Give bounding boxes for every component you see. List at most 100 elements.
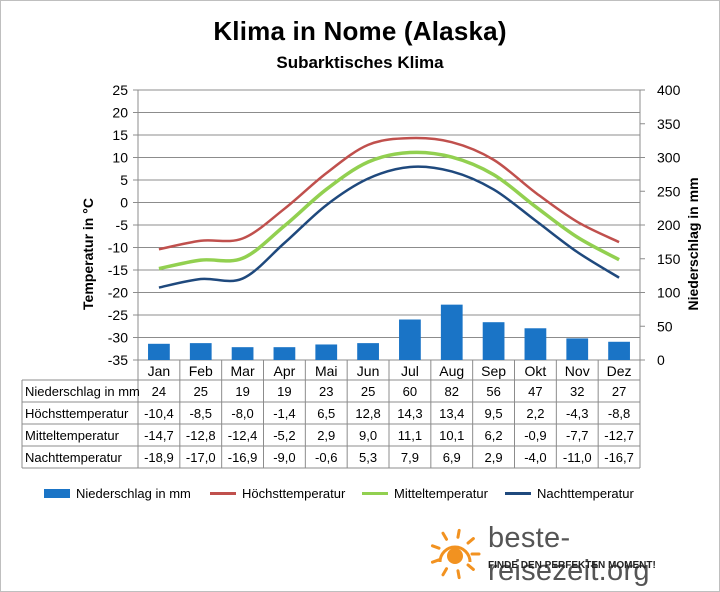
- night-temp-row-cell: 7,9: [401, 450, 419, 465]
- precipitation-row-cell: 32: [570, 384, 584, 399]
- mean-temp-row-label: Mitteltemperatur: [25, 428, 120, 443]
- max-temp-row-cell: 14,3: [397, 406, 422, 421]
- precipitation-bar-okt: [524, 328, 547, 360]
- left-tick-label: 5: [120, 172, 128, 188]
- left-tick-label: 15: [112, 127, 128, 143]
- max-temp-row-cell: 13,4: [439, 406, 464, 421]
- month-label-jan: Jan: [148, 363, 171, 379]
- night-temp-row-cell: 5,3: [359, 450, 377, 465]
- precipitation-row-cell: 19: [235, 384, 249, 399]
- right-tick-label: 100: [657, 285, 681, 301]
- night-temp-row-cell: 6,9: [443, 450, 461, 465]
- mean-temp-row-cell: -12,7: [604, 428, 634, 443]
- precipitation-bar-feb: [189, 343, 212, 360]
- mean-temp-row-cell: -7,7: [566, 428, 588, 443]
- sun-ray: [430, 544, 441, 550]
- precipitation-bar-mar: [231, 347, 254, 360]
- mean-temp-row-cell: 10,1: [439, 428, 464, 443]
- left-tick-label: -25: [108, 307, 128, 323]
- right-tick-label: 200: [657, 217, 681, 233]
- precipitation-bars: [148, 304, 630, 360]
- precipitation-row-label: Niederschlag in mm: [25, 384, 140, 399]
- right-tick-label: 350: [657, 116, 681, 132]
- sun-ray: [456, 569, 461, 580]
- sun-icon: [430, 528, 481, 580]
- brand-logo[interactable]: beste-reisezeit.org FINDE DEN PERFEKTEN …: [428, 520, 718, 587]
- left-tick-label: 0: [120, 195, 128, 211]
- mean-temp-row-cell: -0,9: [524, 428, 546, 443]
- left-tick-label: -35: [108, 352, 128, 368]
- legend-label: Höchsttemperatur: [242, 486, 346, 501]
- max-temp-row-cell: -8,8: [608, 406, 630, 421]
- chart-subtitle: Subarktisches Klima: [276, 53, 444, 72]
- precipitation-row-cell: 82: [445, 384, 459, 399]
- legend-item: Höchsttemperatur: [210, 486, 345, 501]
- month-label-nov: Nov: [565, 363, 590, 379]
- month-label-jun: Jun: [357, 363, 380, 379]
- legend-swatch: [362, 492, 388, 495]
- precipitation-bar-jan: [148, 343, 170, 360]
- data-table: Niederschlag in mm 24 25 19 19 23 25 60 82 56 47 32…: [21, 379, 641, 469]
- right-tick-label: 150: [657, 251, 681, 267]
- max-temp-row-cell: 2,2: [526, 406, 544, 421]
- max-temp-row-cell: -4,3: [566, 406, 588, 421]
- precipitation-row-cell: 24: [152, 384, 166, 399]
- night-temperature-line: [158, 165, 620, 289]
- month-axis: Jan Feb Mar Apr Mai Jun Jul Aug Sep Okt Nov Dez: [137, 360, 641, 380]
- precipitation-row-cell: 47: [528, 384, 542, 399]
- left-tick-label: -5: [116, 217, 129, 233]
- sun-arc: [438, 545, 472, 563]
- legend: Niederschlag in mm Höchsttemperatur Mittel…: [0, 486, 720, 506]
- left-axis-title: Temperatur in °C: [80, 198, 96, 310]
- sun-ray: [466, 563, 475, 571]
- month-label-mai: Mai: [315, 363, 338, 379]
- precipitation-row-cell: 56: [486, 384, 500, 399]
- night-temp-row-cell: -18,9: [144, 450, 174, 465]
- right-axis: 400 350 300 250 200 150 100 50 0: [640, 82, 681, 368]
- precipitation-bar-jul: [399, 319, 421, 360]
- precipitation-bar-apr: [273, 347, 296, 360]
- precipitation-bar-jun: [357, 343, 379, 360]
- precipitation-bar-nov: [566, 338, 589, 360]
- month-label-jul: Jul: [401, 363, 419, 379]
- mean-temp-row-cell: 6,2: [485, 428, 503, 443]
- left-tick-label: -30: [108, 330, 128, 346]
- mean-temp-row-cell: 11,1: [398, 428, 422, 443]
- precipitation-row-cell: 19: [277, 384, 291, 399]
- legend-label: Nachttemperatur: [537, 486, 634, 501]
- precipitation-row-cell: 60: [403, 384, 417, 399]
- left-tick-label: -10: [108, 240, 128, 256]
- right-tick-label: 250: [657, 183, 681, 199]
- precipitation-bar-dez: [608, 341, 630, 360]
- left-tick-label: 25: [112, 82, 128, 98]
- night-temp-row-cell: -17,0: [186, 450, 216, 465]
- left-tick-label: 10: [112, 150, 128, 166]
- brand-slogan: FINDE DEN PERFEKTEN MOMENT!: [488, 560, 656, 571]
- mean-temp-row-cell: -5,2: [273, 428, 295, 443]
- sun-ray: [441, 567, 448, 577]
- left-tick-label: -15: [108, 262, 128, 278]
- month-label-feb: Feb: [189, 363, 213, 379]
- night-temp-row-cell: -4,0: [524, 450, 546, 465]
- mean-temp-row-cell: -12,4: [228, 428, 258, 443]
- right-tick-label: 300: [657, 150, 681, 166]
- legend-label: Niederschlag in mm: [76, 486, 191, 501]
- grid-lines: [137, 89, 641, 361]
- precipitation-bar-sep: [482, 322, 505, 360]
- right-tick-label: 400: [657, 82, 681, 98]
- right-tick-label: 0: [657, 352, 665, 368]
- max-temp-row-cell: -1,4: [273, 406, 295, 421]
- mean-temp-row-cell: 9,0: [359, 428, 377, 443]
- right-axis-title: Niederschlag in mm: [685, 177, 701, 310]
- sun-ray: [441, 531, 448, 541]
- right-tick-label: 50: [657, 318, 673, 334]
- night-temp-row-cell: -0,6: [315, 450, 337, 465]
- legend-label: Mitteltemperatur: [394, 486, 488, 501]
- max-temp-row-cell: -8,0: [231, 406, 253, 421]
- month-label-dez: Dez: [607, 363, 632, 379]
- night-temp-row-cell: -16,9: [228, 450, 258, 465]
- legend-swatch: [210, 492, 236, 495]
- night-temp-row-label: Nachttemperatur: [25, 450, 122, 465]
- precipitation-bar-aug: [440, 304, 463, 360]
- mean-temp-row-cell: -12,8: [186, 428, 216, 443]
